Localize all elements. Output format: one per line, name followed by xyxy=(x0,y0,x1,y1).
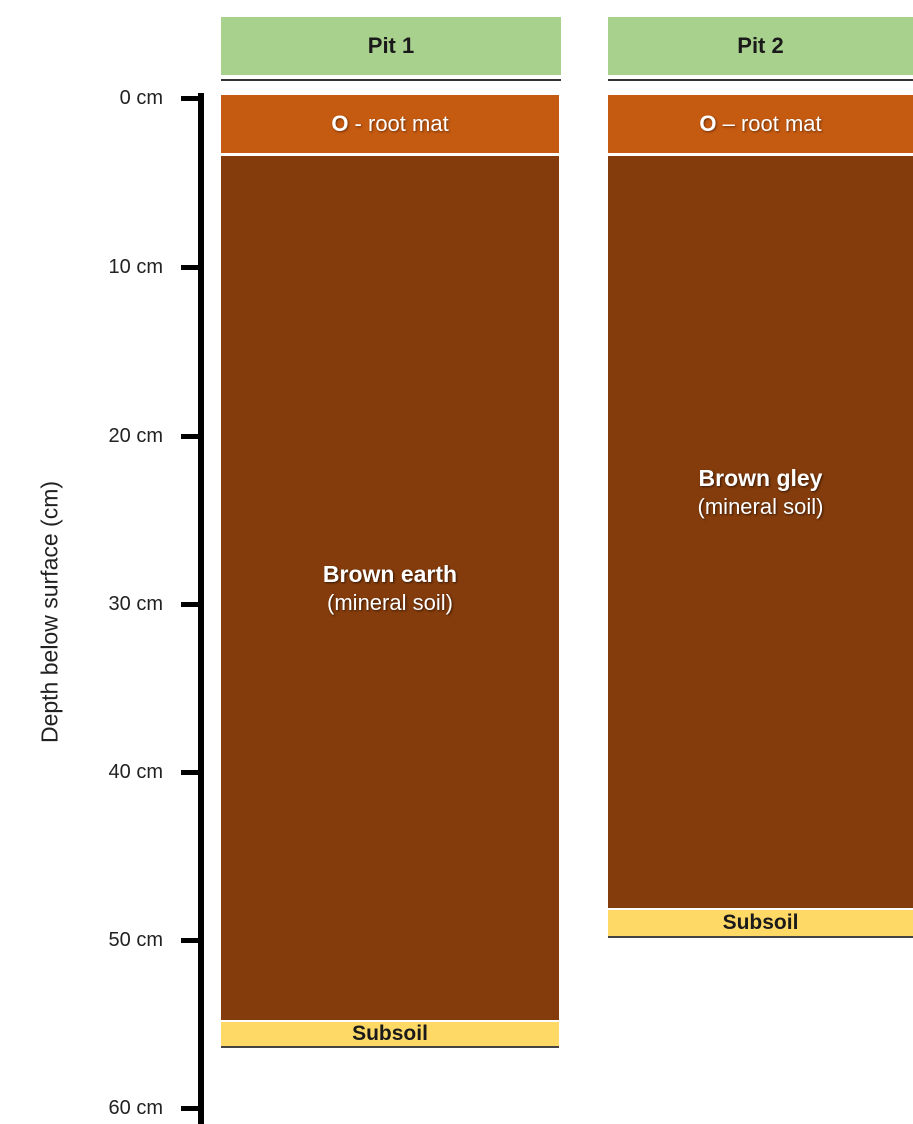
pit-2-o-layer-label: O – root mat xyxy=(699,111,821,137)
tick-label-60: 60 cm xyxy=(108,1097,163,1119)
tick-30 xyxy=(181,602,201,607)
tick-10 xyxy=(181,265,201,270)
pit-1-mineral-name: Brown earth xyxy=(322,561,458,587)
pit-2-subsoil: Subsoil xyxy=(608,910,913,938)
pit-2-mineral-sub: (mineral soil) xyxy=(697,494,824,519)
pit-2-mineral-name: Brown gley xyxy=(698,465,823,491)
tick-60 xyxy=(181,1106,201,1111)
tick-label-10: 10 cm xyxy=(108,256,163,278)
pit-2-o-layer: O – root mat xyxy=(608,95,913,153)
axis-title: Depth below surface (cm) xyxy=(36,480,63,744)
tick-label-20: 20 cm xyxy=(108,425,163,447)
tick-0 xyxy=(181,96,201,101)
pit-1-o-layer-text: - root mat xyxy=(348,111,449,136)
tick-label-30: 30 cm xyxy=(108,593,163,615)
pit-2-header-rule xyxy=(608,79,913,81)
pit-1-o-layer-label: O - root mat xyxy=(331,111,448,137)
tick-label-50: 50 cm xyxy=(108,929,163,951)
pit-2-mineral-layer: Brown gley (mineral soil) xyxy=(608,156,913,908)
pit-2-o-layer-text: – root mat xyxy=(716,111,822,136)
pit-1-mineral-sub: (mineral soil) xyxy=(327,590,453,615)
pit-1-o-layer: O - root mat xyxy=(221,95,559,153)
tick-label-0: 0 cm xyxy=(119,87,163,109)
tick-label-40: 40 cm xyxy=(108,761,163,783)
pit-1-header-rule xyxy=(221,79,561,81)
pit-2-header: Pit 2 xyxy=(608,17,913,75)
pit-1-mineral-layer: Brown earth (mineral soil) xyxy=(221,156,559,1020)
tick-40 xyxy=(181,770,201,775)
pit-1-o-layer-symbol: O xyxy=(331,111,349,136)
pit-1-header: Pit 1 xyxy=(221,17,561,75)
depth-axis-line xyxy=(198,93,204,1124)
pit-1-subsoil: Subsoil xyxy=(221,1022,559,1048)
tick-50 xyxy=(181,938,201,943)
tick-20 xyxy=(181,434,201,439)
pit-2-o-layer-symbol: O xyxy=(699,111,717,136)
